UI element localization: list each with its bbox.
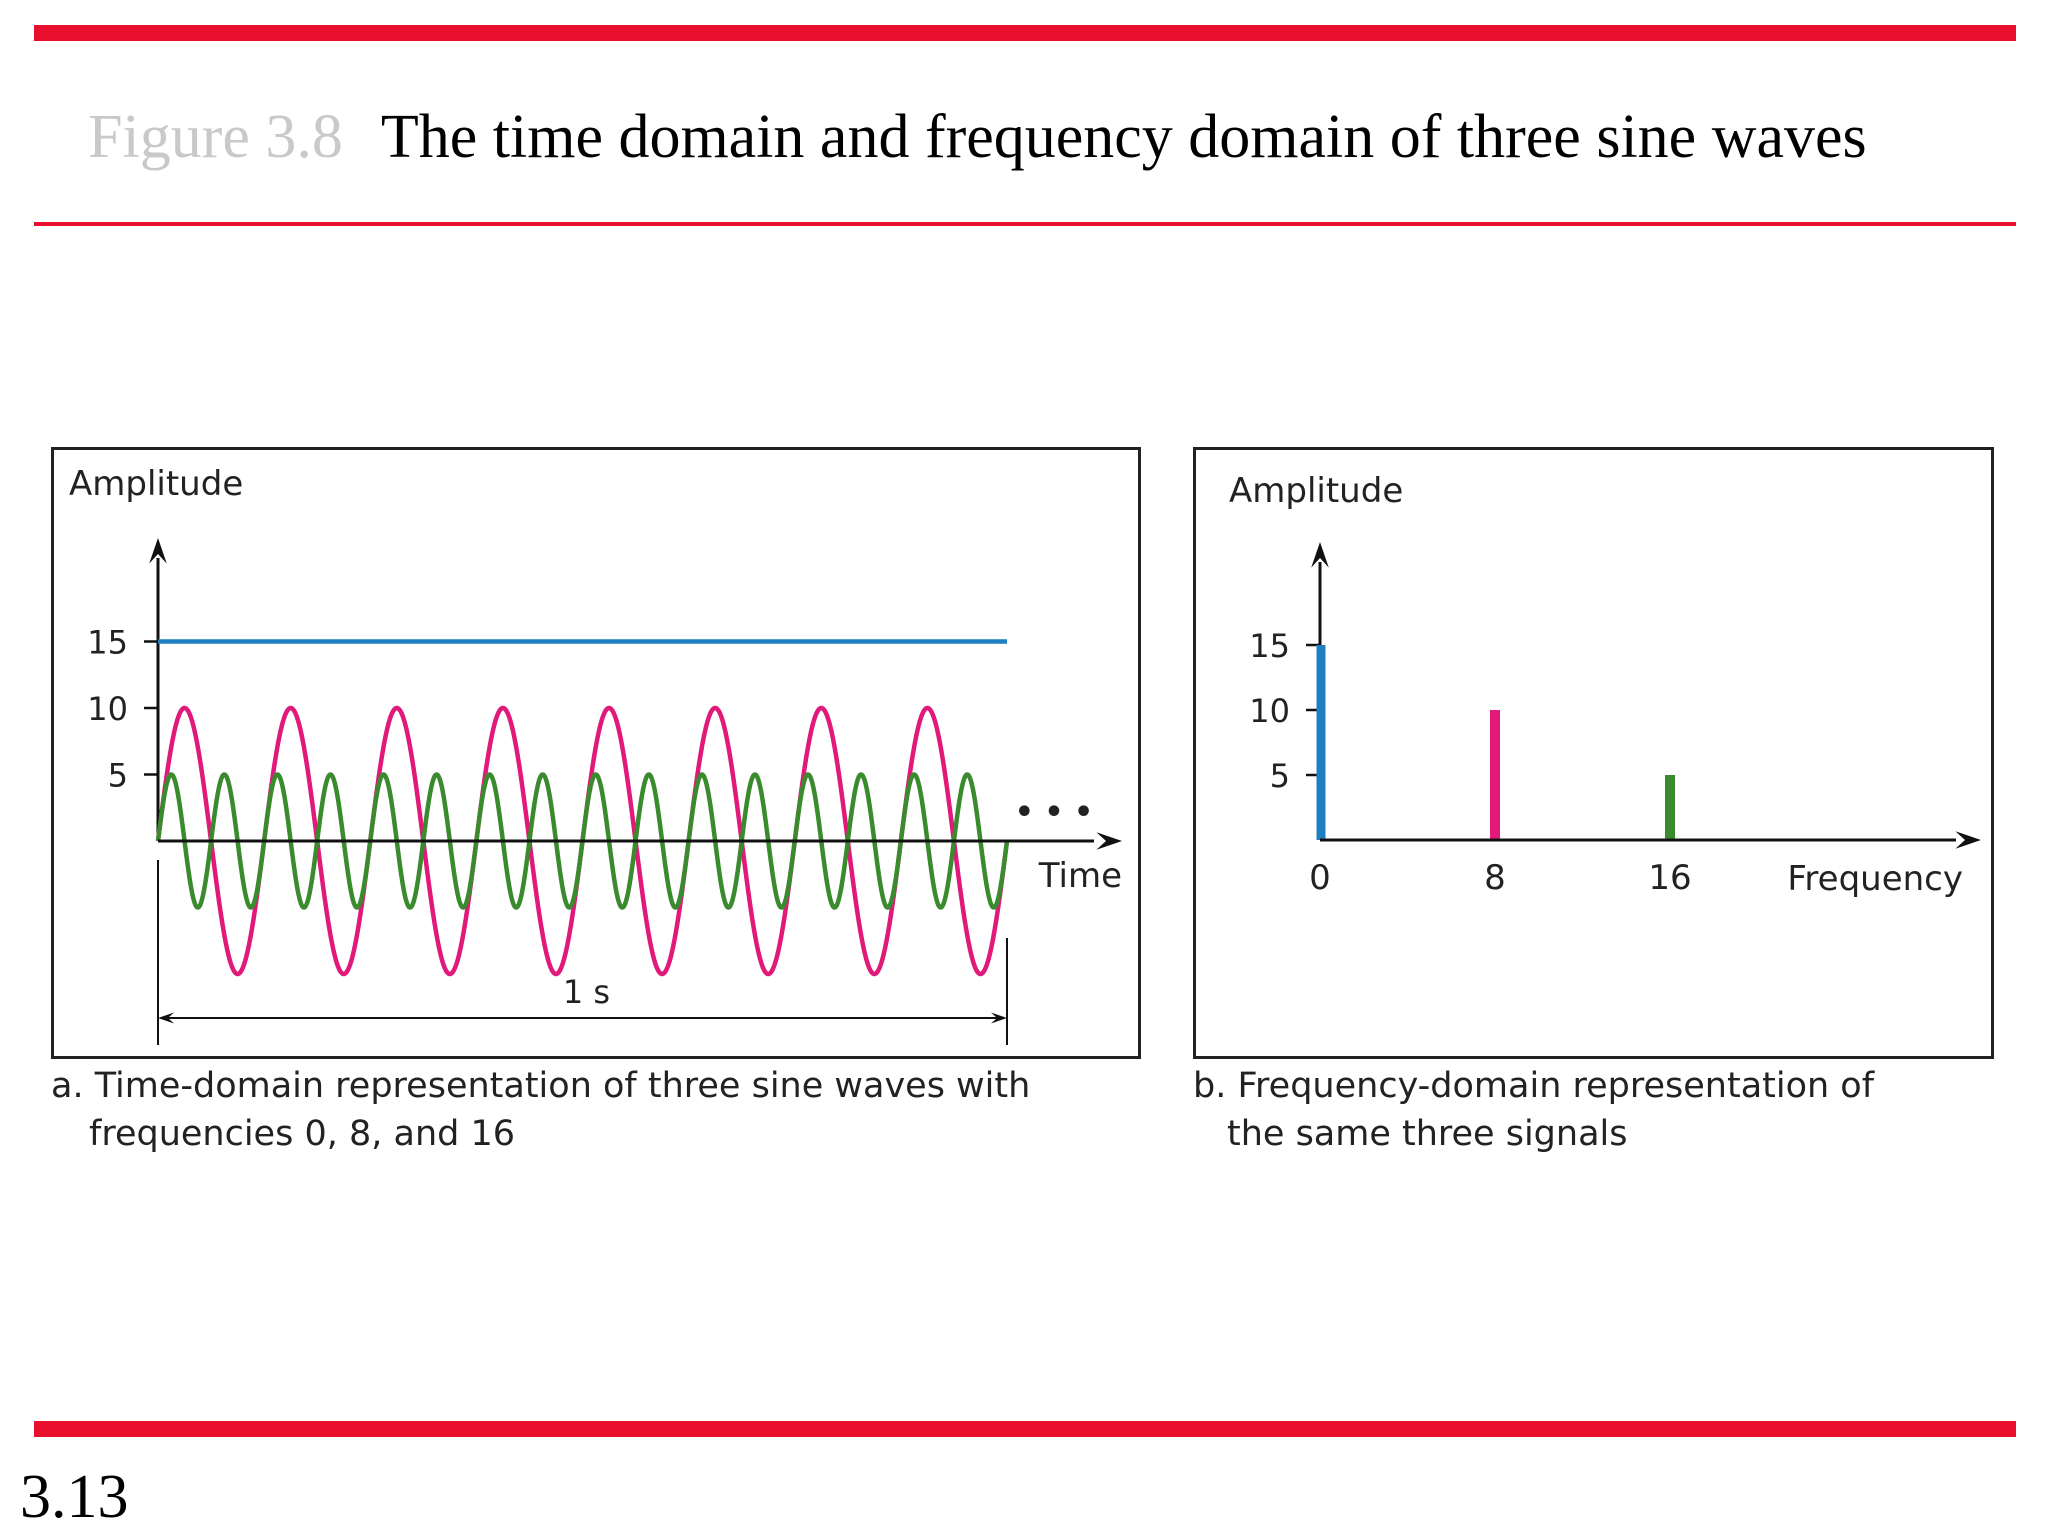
top-rule-thick	[34, 25, 2016, 41]
caption-b-line1: b. Frequency-domain representation of	[1193, 1066, 1875, 1106]
freq-bar-0	[1316, 645, 1326, 840]
duration-label: 1 s	[563, 973, 610, 1011]
time-continuation-dots: • • •	[1015, 795, 1093, 830]
freq-y-tick-label: 10	[1249, 692, 1290, 730]
time-y-axis-label: Amplitude	[69, 464, 243, 504]
time-domain-panel: Amplitude 15 10 5 • • • Time 1 s	[51, 447, 1141, 1059]
freq-y-axis-arrow	[1311, 542, 1329, 568]
slide-title: Figure 3.8 The time domain and frequency …	[88, 102, 1867, 173]
frequency-domain-caption: b. Frequency-domain representation of th…	[1193, 1062, 1874, 1158]
time-y-tick-label: 5	[108, 757, 128, 795]
title-underline	[34, 222, 2016, 226]
bottom-rule	[34, 1421, 2016, 1437]
freq-x-tick-label: 0	[1309, 858, 1331, 898]
figure-label: Figure 3.8	[88, 103, 343, 171]
freq-bar-16	[1665, 775, 1675, 840]
page-number: 3.13	[20, 1463, 129, 1531]
caption-a-line2: frequencies 0, 8, and 16	[89, 1114, 515, 1154]
freq-x-tick-label: 16	[1648, 858, 1691, 898]
time-x-axis-arrow	[1096, 832, 1122, 850]
freq-bar-8	[1490, 710, 1500, 840]
figure-title: The time domain and frequency domain of …	[380, 103, 1867, 171]
freq-y-tick-label: 15	[1249, 627, 1290, 665]
time-domain-chart: Amplitude 15 10 5 • • • Time 1 s	[69, 464, 1122, 1045]
time-y-tick-label: 10	[87, 690, 128, 728]
freq-x-tick-label: 8	[1484, 858, 1506, 898]
duration-arrow-left	[158, 1012, 174, 1024]
frequency-domain-panel: Amplitude 15 10 5 0 8 16 Frequency	[1193, 447, 1994, 1059]
duration-arrow-right	[991, 1012, 1007, 1024]
time-y-tick-label: 15	[87, 624, 128, 662]
freq-y-axis-label: Amplitude	[1229, 471, 1403, 511]
freq-y-tick-label: 5	[1270, 757, 1290, 795]
caption-a-line1: a. Time-domain representation of three s…	[51, 1066, 1031, 1106]
freq-x-axis-label: Frequency	[1787, 859, 1963, 899]
time-y-axis-arrow	[149, 538, 167, 564]
frequency-domain-chart: Amplitude 15 10 5 0 8 16 Frequency	[1229, 471, 1981, 899]
caption-b-line2: the same three signals	[1227, 1114, 1628, 1154]
time-x-axis-label: Time	[1038, 856, 1122, 896]
freq-x-axis-arrow	[1955, 831, 1981, 849]
time-domain-caption: a. Time-domain representation of three s…	[51, 1062, 1030, 1158]
